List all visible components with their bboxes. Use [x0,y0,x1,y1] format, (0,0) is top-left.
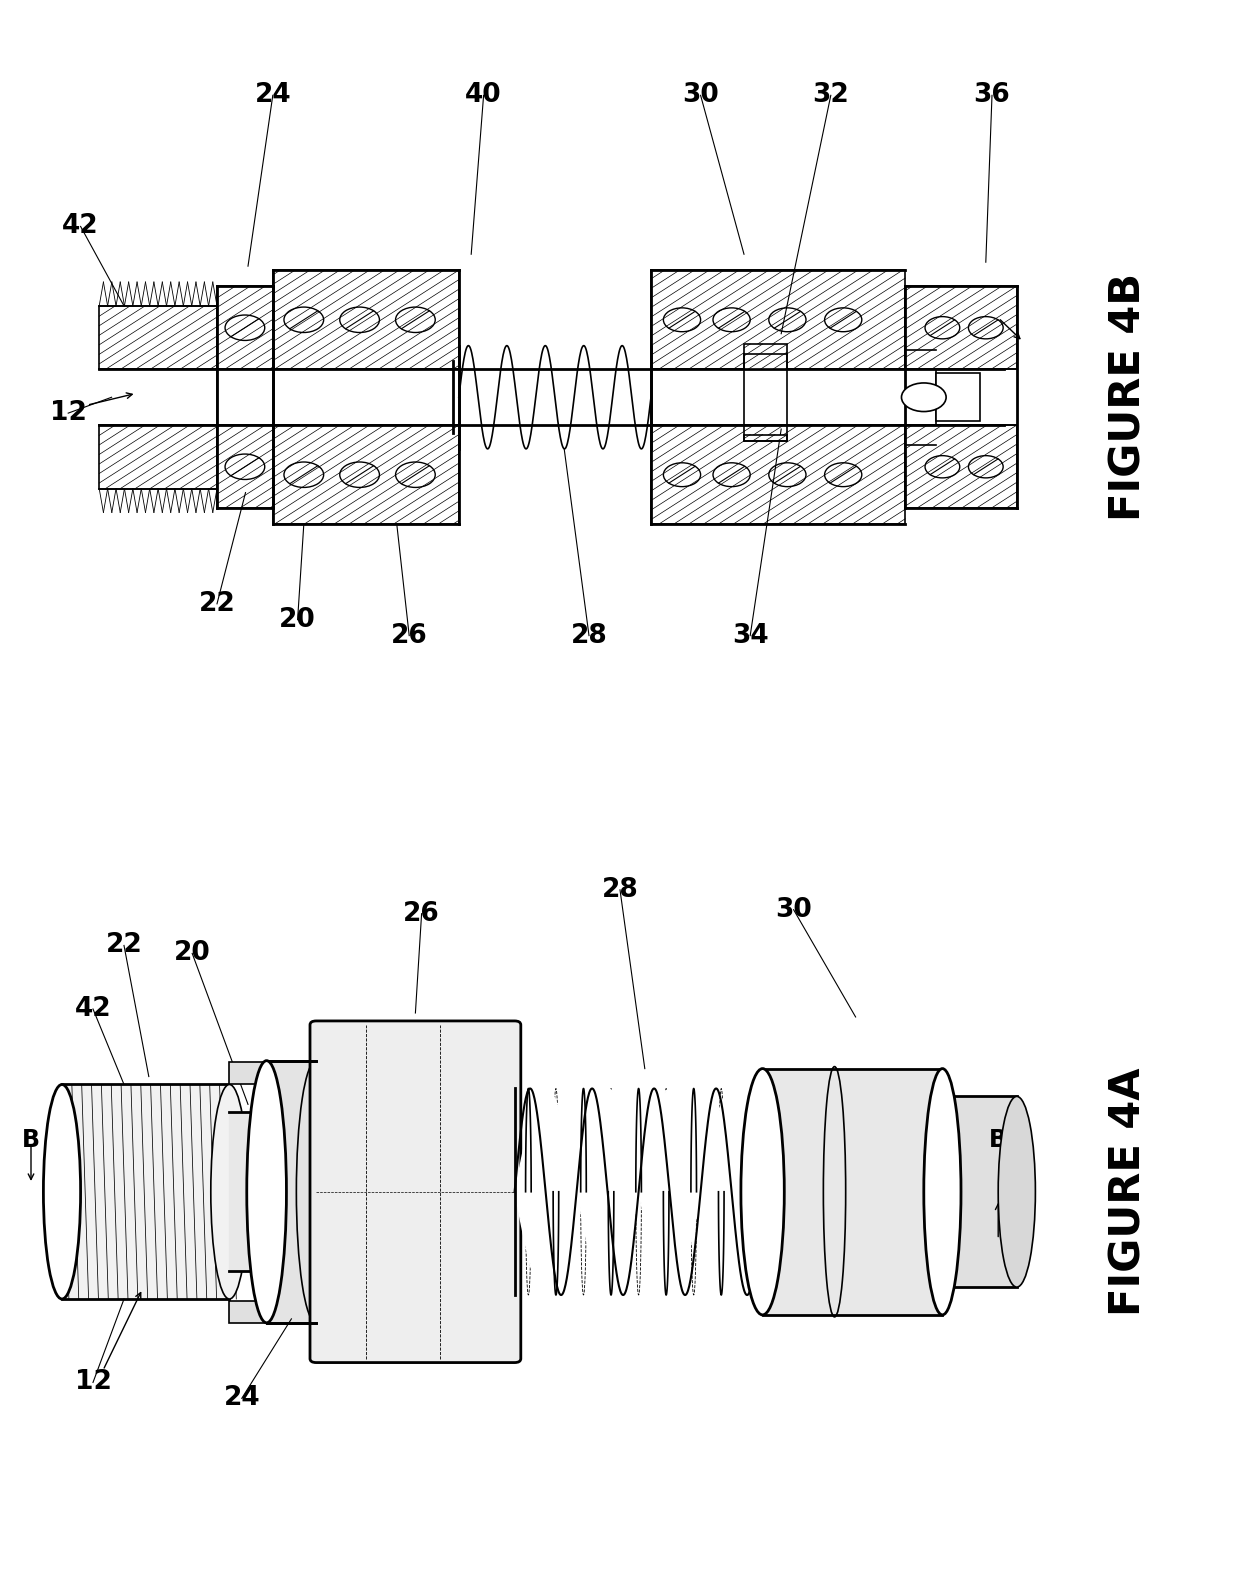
Bar [651,270,905,370]
Bar [273,424,459,524]
Text: FIGURE 4B: FIGURE 4B [1107,273,1149,521]
Ellipse shape [211,1084,248,1300]
Text: 40: 40 [465,83,502,108]
Text: 28: 28 [570,623,608,648]
Bar [229,1061,267,1084]
Bar [905,286,1017,370]
Bar [936,373,980,421]
Text: 26: 26 [403,901,440,926]
Bar [229,1300,267,1322]
Ellipse shape [247,1061,286,1322]
Text: 22: 22 [105,933,143,958]
Bar [217,286,273,370]
Text: 12: 12 [50,400,87,426]
Text: 24: 24 [223,1386,260,1411]
Text: 24: 24 [254,83,291,108]
Bar [905,424,1017,508]
Bar [217,424,273,508]
Ellipse shape [998,1096,1035,1287]
Text: 42: 42 [62,213,99,240]
Text: B: B [990,1128,1007,1152]
FancyBboxPatch shape [310,1020,521,1362]
Text: 22: 22 [198,591,236,617]
Text: 34: 34 [732,623,769,648]
Ellipse shape [296,1061,336,1322]
Bar [316,1025,515,1359]
Text: 26: 26 [391,623,428,648]
Text: 12: 12 [74,1370,112,1395]
Text: 20: 20 [174,941,211,966]
Text: 42: 42 [74,996,112,1022]
Text: 36: 36 [973,83,1011,108]
Text: 28: 28 [601,877,639,903]
Text: 20: 20 [279,607,316,632]
Circle shape [901,383,946,412]
Text: FIGURE 4A: FIGURE 4A [1107,1068,1149,1316]
Bar [744,345,787,370]
Bar [99,426,217,489]
Text: B: B [22,1128,40,1152]
Text: 30: 30 [775,896,812,923]
Bar [273,270,459,370]
Ellipse shape [924,1068,961,1316]
Bar [651,424,905,524]
Ellipse shape [43,1084,81,1300]
Bar [99,305,217,370]
Text: 32: 32 [812,83,849,108]
Text: 30: 30 [682,83,719,108]
Bar [744,434,787,440]
Ellipse shape [250,1112,283,1271]
Ellipse shape [742,1068,785,1316]
